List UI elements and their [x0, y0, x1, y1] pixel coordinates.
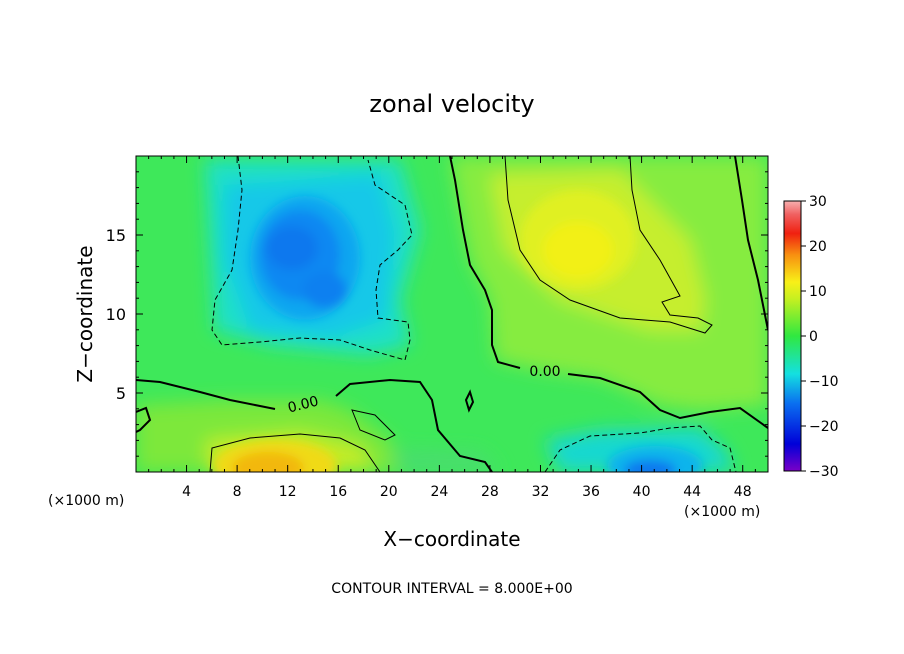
x-tick-label: 16 — [329, 484, 347, 500]
colorbar-tick-label: 30 — [809, 194, 827, 210]
x-axis-label: X−coordinate — [383, 527, 520, 551]
x-unit-left: (×1000 m) — [48, 493, 124, 509]
contour-interval-note: CONTOUR INTERVAL = 8.000E+00 — [331, 581, 572, 597]
y-tick-label: 15 — [106, 226, 126, 245]
x-axis: 4 8 12 16 20 24 28 32 36 40 44 48 — [148, 156, 756, 500]
colorbar-tick-label: −20 — [809, 419, 839, 435]
y-axis-label: Z−coordinate — [73, 245, 97, 382]
x-tick-label: 32 — [532, 484, 550, 500]
colorbar-tick-label: −10 — [809, 374, 839, 390]
x-tick-label: 8 — [233, 484, 242, 500]
y-tick-label: 10 — [106, 305, 126, 324]
x-tick-label: 12 — [279, 484, 297, 500]
colorbar — [783, 200, 802, 472]
x-tick-label: 36 — [582, 484, 600, 500]
x-tick-label: 48 — [734, 484, 752, 500]
x-unit-right: (×1000 m) — [684, 504, 760, 520]
y-axis: 5 10 15 — [106, 171, 768, 457]
colorbar-tick-label: 10 — [809, 284, 827, 300]
x-tick-label: 44 — [683, 484, 701, 500]
x-tick-label: 40 — [633, 484, 651, 500]
x-tick-label: 28 — [481, 484, 499, 500]
x-tick-label: 4 — [182, 484, 191, 500]
colorbar-tick-label: 20 — [809, 239, 827, 255]
contour-label-1: 0.00 — [286, 393, 320, 416]
chart-title: zonal velocity — [369, 90, 534, 118]
plot-area: 0.00 0.00 — [136, 156, 768, 472]
x-tick-label: 20 — [380, 484, 398, 500]
x-tick-label: 24 — [430, 484, 448, 500]
y-tick-label: 5 — [116, 384, 126, 403]
colorbar-tick-label: −30 — [809, 464, 839, 480]
colorbar-tick-label: 0 — [809, 329, 818, 345]
colorbar-ticks: 30 20 10 0 −10 −20 −30 — [801, 194, 839, 480]
contour-label-2: 0.00 — [529, 364, 560, 380]
